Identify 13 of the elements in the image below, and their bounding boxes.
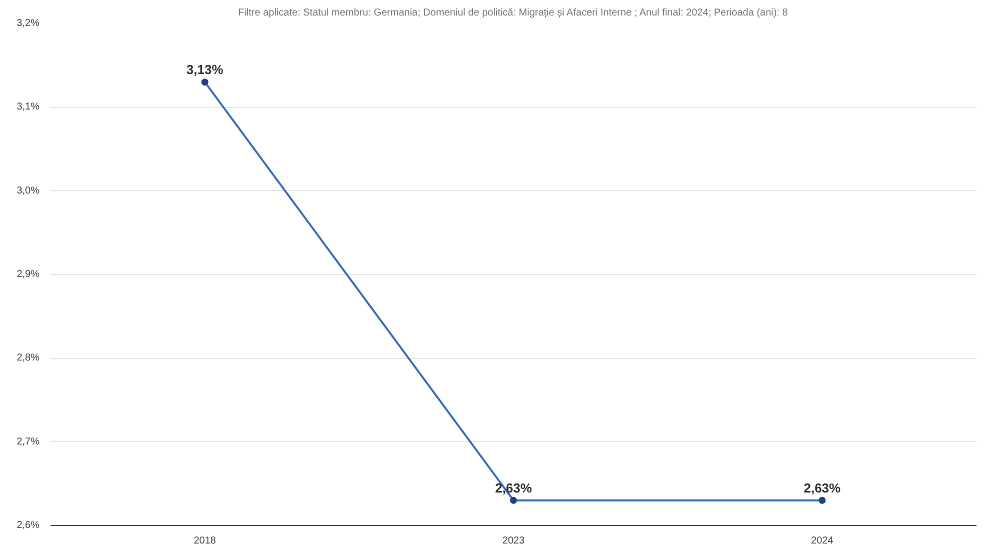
x-tick-label: 2024 (811, 536, 834, 546)
x-tick-label: 2018 (194, 536, 216, 546)
y-tick-label: 2,8% (16, 352, 40, 364)
data-label: 2,63% (804, 480, 842, 496)
y-tick-label: 2,7% (16, 436, 40, 448)
chart-title: Filtre aplicate: Statul membru: Germania; Domeniul de politică: Migrație și Afaceri Interne ; Anul final: 2024; Perioada (ani): 8 (238, 8, 788, 18)
x-tick-label: 2023 (502, 536, 526, 546)
y-tick-label: 3,0% (16, 185, 40, 196)
y-tick-label: 3,1% (16, 102, 40, 113)
y-tick-label: 3,2% (16, 18, 40, 29)
data-label: 3,13% (186, 62, 224, 78)
y-tick-label: 2,6% (16, 520, 40, 531)
y-tick-label: 2,9% (16, 269, 40, 280)
